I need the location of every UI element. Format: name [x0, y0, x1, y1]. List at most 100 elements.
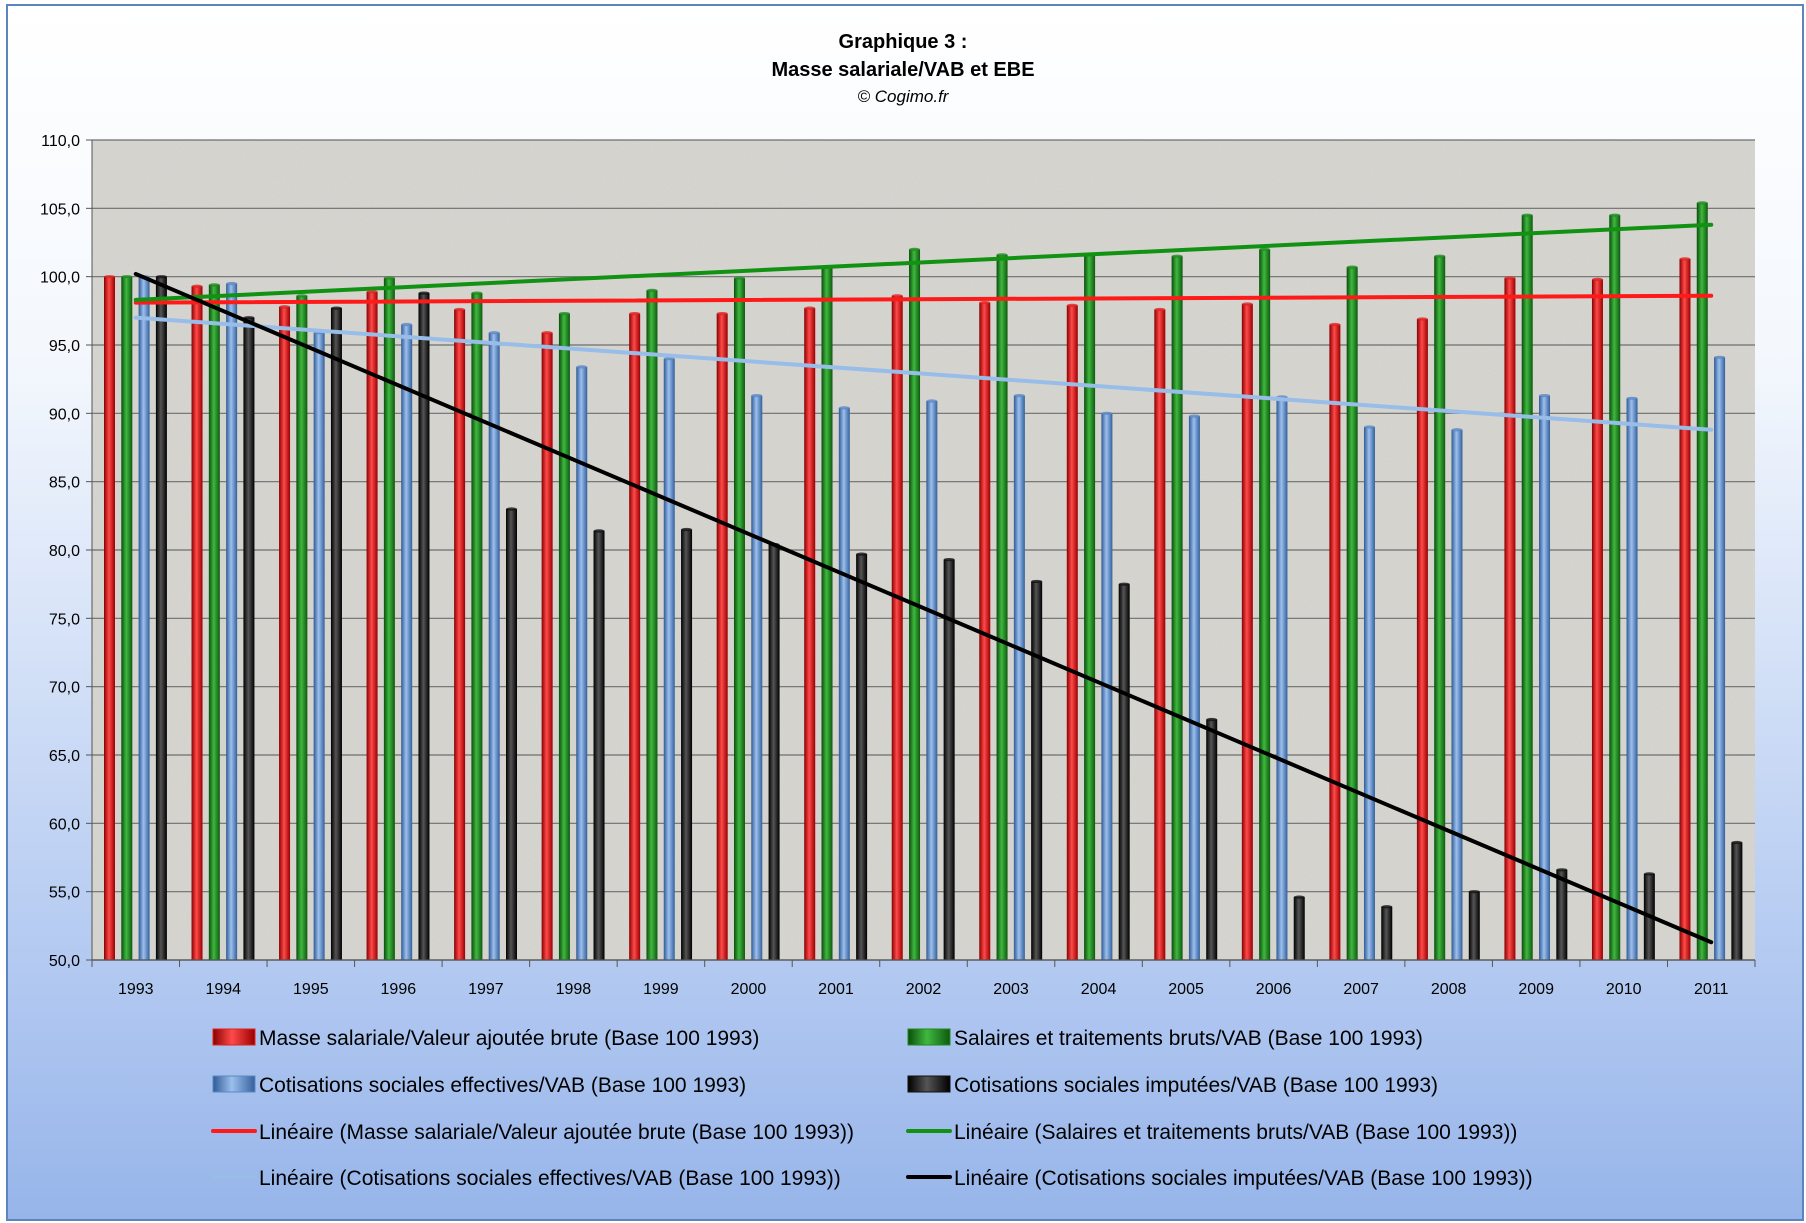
bar-masse-salariale-cap	[1066, 303, 1078, 307]
y-tick-label: 110,0	[41, 133, 80, 150]
bar-cotisations-effectives	[138, 276, 150, 961]
bar-salaires-traitements	[733, 278, 745, 960]
chart-subtitle: Masse salariale/VAB et EBE	[771, 59, 1034, 81]
bar-masse-salariale	[1591, 279, 1603, 960]
y-tick-label: 80,0	[49, 543, 80, 560]
chart-title: Graphique 3 :	[839, 31, 968, 53]
bar-salaires-traitements-cap	[208, 283, 220, 287]
bar-salaires-traitements-cap	[558, 311, 570, 316]
bar-masse-salariale	[804, 308, 816, 961]
bar-salaires-traitements-cap	[1696, 201, 1708, 205]
bar-masse-salariale-cap	[541, 331, 553, 335]
bar-masse-salariale	[716, 313, 728, 961]
bar-cotisations-effectives	[751, 395, 763, 961]
bar-cotisations-effectives-cap	[663, 357, 675, 361]
bar-salaires-traitements-cap	[1521, 213, 1533, 217]
bar-cotisations-effectives	[1188, 416, 1200, 961]
bar-cotisations-effectives	[663, 358, 675, 961]
bar-salaires-traitements	[296, 295, 308, 960]
bar-cotisations-effectives	[1451, 429, 1463, 960]
bar-masse-salariale-cap	[629, 311, 641, 316]
bar-salaires-traitements	[1346, 267, 1358, 961]
bar-masse-salariale	[191, 286, 203, 960]
bar-masse-salariale	[454, 309, 466, 960]
bar-cotisations-imputees-cap	[1381, 905, 1393, 909]
trendline-cotisations-imputees	[133, 271, 1714, 945]
legend-label: Linéaire (Masse salariale/Valeur ajoutée…	[259, 1121, 854, 1144]
legend-bar-swatch	[907, 1075, 951, 1093]
bar-masse-salariale-cap	[366, 290, 378, 294]
bar-cotisations-effectives	[488, 332, 500, 960]
bar-masse-salariale	[1241, 304, 1253, 960]
bar-masse-salariale-cap	[1241, 302, 1253, 306]
trendline-cotisations-effectives	[133, 315, 1714, 432]
bar-salaires-traitements-cap	[296, 294, 308, 298]
x-tick-label: 2002	[906, 981, 942, 998]
bar-masse-salariale-cap	[804, 306, 816, 310]
bar-salaires-traitements	[558, 313, 570, 961]
bar-cotisations-imputees	[856, 554, 868, 960]
bar-masse-salariale-cap	[1679, 257, 1691, 261]
x-tick-label: 1998	[556, 981, 592, 998]
bar-cotisations-imputees-cap	[330, 306, 342, 310]
y-tick-label: 95,0	[49, 338, 80, 355]
bar-salaires-traitements-cap	[1434, 254, 1446, 258]
bar-cotisations-effectives-cap	[1101, 411, 1113, 415]
bar-cotisations-effectives-cap	[401, 322, 413, 327]
bar-cotisations-effectives	[1013, 395, 1025, 961]
bar-masse-salariale-cap	[716, 311, 728, 316]
bar-cotisations-effectives	[576, 366, 588, 960]
trendline-salaires-traitements	[133, 222, 1714, 302]
y-tick-label: 60,0	[49, 816, 80, 833]
bar-cotisations-imputees	[506, 509, 518, 960]
bar-salaires-traitements	[1259, 249, 1271, 961]
bar-cotisations-effectives-cap	[488, 331, 500, 335]
y-tick-label: 70,0	[49, 680, 80, 697]
x-tick-label: 1993	[118, 981, 154, 998]
x-tick-label: 2003	[993, 981, 1029, 998]
bar-cotisations-effectives	[226, 283, 238, 960]
y-tick-label: 50,0	[49, 953, 80, 970]
bar-cotisations-effectives-cap	[751, 393, 763, 398]
y-tick-label: 105,0	[40, 201, 80, 218]
bar-salaires-traitements	[1171, 256, 1183, 961]
x-axis: 1993 1994 1995 1996 1997 1998 1999 2000 2001 2002…	[91, 959, 1756, 998]
bar-salaires-traitements	[1521, 215, 1533, 960]
bar-masse-salariale-cap	[191, 284, 203, 288]
bar-salaires-traitements	[208, 284, 220, 960]
bar-cotisations-effectives	[401, 324, 413, 960]
trendlines	[133, 222, 1714, 945]
y-tick-label: 75,0	[49, 611, 80, 628]
bar-masse-salariale-cap	[1329, 322, 1341, 327]
bar-salaires-traitements	[1609, 215, 1621, 960]
bar-cotisations-imputees-cap	[1118, 582, 1130, 586]
bar-cotisations-effectives-cap	[1451, 428, 1463, 432]
legend-label: Cotisations sociales effectives/VAB (Bas…	[259, 1074, 746, 1097]
bar-cotisations-effectives-cap	[1188, 414, 1200, 418]
bar-cotisations-imputees-cap	[1206, 717, 1218, 722]
bar-cotisations-imputees-cap	[1643, 872, 1655, 876]
bar-cotisations-effectives	[1363, 427, 1375, 960]
bar-masse-salariale-cap	[1591, 277, 1603, 281]
y-tick-label: 90,0	[49, 406, 80, 423]
bar-masse-salariale-cap	[1416, 317, 1428, 321]
bar-masse-salariale	[1416, 319, 1428, 960]
bar-cotisations-effectives	[838, 407, 850, 960]
bar-masse-salariale	[1154, 309, 1166, 960]
bar-cotisations-effectives-cap	[926, 399, 938, 403]
legend-label: Linéaire (Cotisations sociales imputées/…	[954, 1167, 1533, 1190]
y-tick-label: 55,0	[49, 885, 80, 902]
y-tick-label: 85,0	[49, 475, 80, 492]
bar-cotisations-imputees-cap	[243, 316, 255, 320]
legend-label: Masse salariale/Valeur ajoutée brute (Ba…	[259, 1027, 759, 1050]
bar-cotisations-imputees	[1293, 897, 1305, 960]
legend: Masse salariale/Valeur ajoutée brute (Ba…	[211, 1027, 1533, 1190]
bar-masse-salariale	[279, 306, 291, 960]
legend-bar-swatch	[212, 1075, 256, 1093]
bar-cotisations-imputees	[768, 544, 780, 960]
x-tick-label: 1997	[468, 981, 504, 998]
bar-cotisations-imputees	[681, 529, 693, 960]
bar-cotisations-effectives	[1714, 357, 1726, 960]
chart-credit: © Cogimo.fr	[858, 87, 950, 106]
bar-cotisations-imputees	[593, 530, 605, 960]
